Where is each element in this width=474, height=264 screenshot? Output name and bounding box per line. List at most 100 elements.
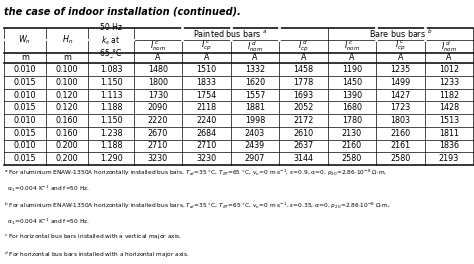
Text: 2130: 2130 (342, 129, 362, 138)
Text: 1.238: 1.238 (100, 129, 122, 138)
Text: 1998: 1998 (245, 116, 265, 125)
Text: 1557: 1557 (245, 91, 265, 100)
Text: 1780: 1780 (342, 116, 362, 125)
Text: $I_{nom}^{\ c}$: $I_{nom}^{\ c}$ (150, 40, 166, 53)
Text: 1800: 1800 (148, 78, 168, 87)
Text: $I_{cp}^{\ c}$: $I_{cp}^{\ c}$ (201, 39, 212, 54)
Text: 2161: 2161 (390, 142, 410, 150)
Text: 1458: 1458 (293, 65, 313, 74)
Text: A: A (155, 54, 161, 63)
Text: $I_{cp}^{\ d}$: $I_{cp}^{\ d}$ (298, 39, 309, 54)
Text: m: m (21, 54, 29, 63)
Text: $H_n$: $H_n$ (62, 34, 73, 46)
Text: $I_{nom}^{\ c}$: $I_{nom}^{\ c}$ (344, 40, 360, 53)
Text: 0.010: 0.010 (14, 65, 36, 74)
Text: 1390: 1390 (342, 91, 362, 100)
Text: 1.113: 1.113 (100, 91, 122, 100)
Text: α$_1$=0.004 K$^{-1}$ and f=50 Hz.: α$_1$=0.004 K$^{-1}$ and f=50 Hz. (4, 184, 90, 194)
Text: 0.015: 0.015 (14, 129, 36, 138)
Text: 1680: 1680 (342, 103, 362, 112)
Text: 2637: 2637 (293, 142, 313, 150)
Text: 1428: 1428 (439, 103, 459, 112)
Text: 0.015: 0.015 (14, 78, 36, 87)
Text: 2580: 2580 (390, 154, 410, 163)
Text: 2220: 2220 (148, 116, 168, 125)
Text: 1.083: 1.083 (100, 65, 122, 74)
Text: 1.188: 1.188 (100, 142, 122, 150)
Text: 2610: 2610 (293, 129, 313, 138)
Text: m: m (63, 54, 71, 63)
Text: $I_{nom}^{\ d}$: $I_{nom}^{\ d}$ (441, 39, 457, 54)
Text: 0.200: 0.200 (56, 154, 79, 163)
Text: 1811: 1811 (439, 129, 459, 138)
Text: A: A (349, 54, 355, 63)
Text: 1723: 1723 (390, 103, 410, 112)
Text: 1499: 1499 (390, 78, 410, 87)
Text: A: A (446, 54, 452, 63)
Text: 0.120: 0.120 (56, 103, 79, 112)
Text: 3230: 3230 (196, 154, 217, 163)
Text: 0.010: 0.010 (14, 142, 36, 150)
Text: 1.150: 1.150 (100, 116, 122, 125)
Text: 1427: 1427 (390, 91, 410, 100)
Text: 1190: 1190 (342, 65, 362, 74)
Text: $I_{nom}^{\ d}$: $I_{nom}^{\ d}$ (246, 39, 263, 54)
Text: 1480: 1480 (148, 65, 168, 74)
Text: 0.120: 0.120 (56, 91, 79, 100)
Text: 2907: 2907 (245, 154, 265, 163)
Text: 1693: 1693 (293, 91, 313, 100)
Text: 1620: 1620 (245, 78, 265, 87)
Text: 2118: 2118 (196, 103, 217, 112)
Text: 1754: 1754 (196, 91, 217, 100)
Text: A: A (252, 54, 258, 63)
Text: 1778: 1778 (293, 78, 313, 87)
Text: 2710: 2710 (148, 142, 168, 150)
Text: 2193: 2193 (439, 154, 459, 163)
Text: 0.100: 0.100 (56, 78, 79, 87)
Text: 1.290: 1.290 (100, 154, 122, 163)
Text: 1803: 1803 (391, 116, 410, 125)
Text: 3230: 3230 (148, 154, 168, 163)
Text: 0.100: 0.100 (56, 65, 79, 74)
Text: 2160: 2160 (390, 129, 410, 138)
Text: A: A (301, 54, 306, 63)
Text: $W_n$: $W_n$ (18, 34, 31, 46)
Text: 2090: 2090 (148, 103, 168, 112)
Text: 2160: 2160 (342, 142, 362, 150)
Text: 1510: 1510 (196, 65, 217, 74)
Text: $^d$ For horizontal bus bars installed with a horizontal major axis.: $^d$ For horizontal bus bars installed w… (4, 249, 190, 260)
Text: 1235: 1235 (390, 65, 410, 74)
Text: 0.015: 0.015 (14, 103, 36, 112)
Text: 1730: 1730 (148, 91, 168, 100)
Text: 2580: 2580 (342, 154, 362, 163)
Text: $^c$ For horizontal bus bars installed with a vertical major axis.: $^c$ For horizontal bus bars installed w… (4, 233, 182, 242)
Text: 1182: 1182 (439, 91, 459, 100)
Text: -: - (109, 54, 112, 63)
Text: 1881: 1881 (245, 103, 265, 112)
Text: 2670: 2670 (148, 129, 168, 138)
Text: α$_1$=0.004 K$^{-1}$ and f=50 Hz.: α$_1$=0.004 K$^{-1}$ and f=50 Hz. (4, 217, 90, 227)
Text: $^a$ For aluminium ENAW-1350A horizontally installed bus bars, $T_{af}$=35 °C, $: $^a$ For aluminium ENAW-1350A horizontal… (4, 168, 387, 178)
Text: 1833: 1833 (196, 78, 217, 87)
Text: 0.160: 0.160 (56, 129, 79, 138)
Text: 1233: 1233 (439, 78, 459, 87)
Text: $I_{cp}^{\ c}$: $I_{cp}^{\ c}$ (395, 39, 406, 54)
Text: Painted bus bars $^{a}$: Painted bus bars $^{a}$ (193, 29, 268, 39)
Text: 2240: 2240 (196, 116, 217, 125)
Text: 2052: 2052 (293, 103, 314, 112)
Text: 2403: 2403 (245, 129, 265, 138)
Text: A: A (398, 54, 403, 63)
Text: 0.160: 0.160 (56, 116, 79, 125)
Text: 2439: 2439 (245, 142, 265, 150)
Text: A: A (204, 54, 209, 63)
Text: Bare bus bars $^{b}$: Bare bus bars $^{b}$ (369, 28, 432, 40)
Text: 1836: 1836 (439, 142, 459, 150)
Text: 0.015: 0.015 (14, 154, 36, 163)
Text: 1012: 1012 (439, 65, 459, 74)
Text: 0.010: 0.010 (14, 116, 36, 125)
Text: 2684: 2684 (196, 129, 217, 138)
Text: 1.188: 1.188 (100, 103, 122, 112)
Text: 2172: 2172 (293, 116, 314, 125)
Text: 0.010: 0.010 (14, 91, 36, 100)
Text: 2710: 2710 (196, 142, 217, 150)
